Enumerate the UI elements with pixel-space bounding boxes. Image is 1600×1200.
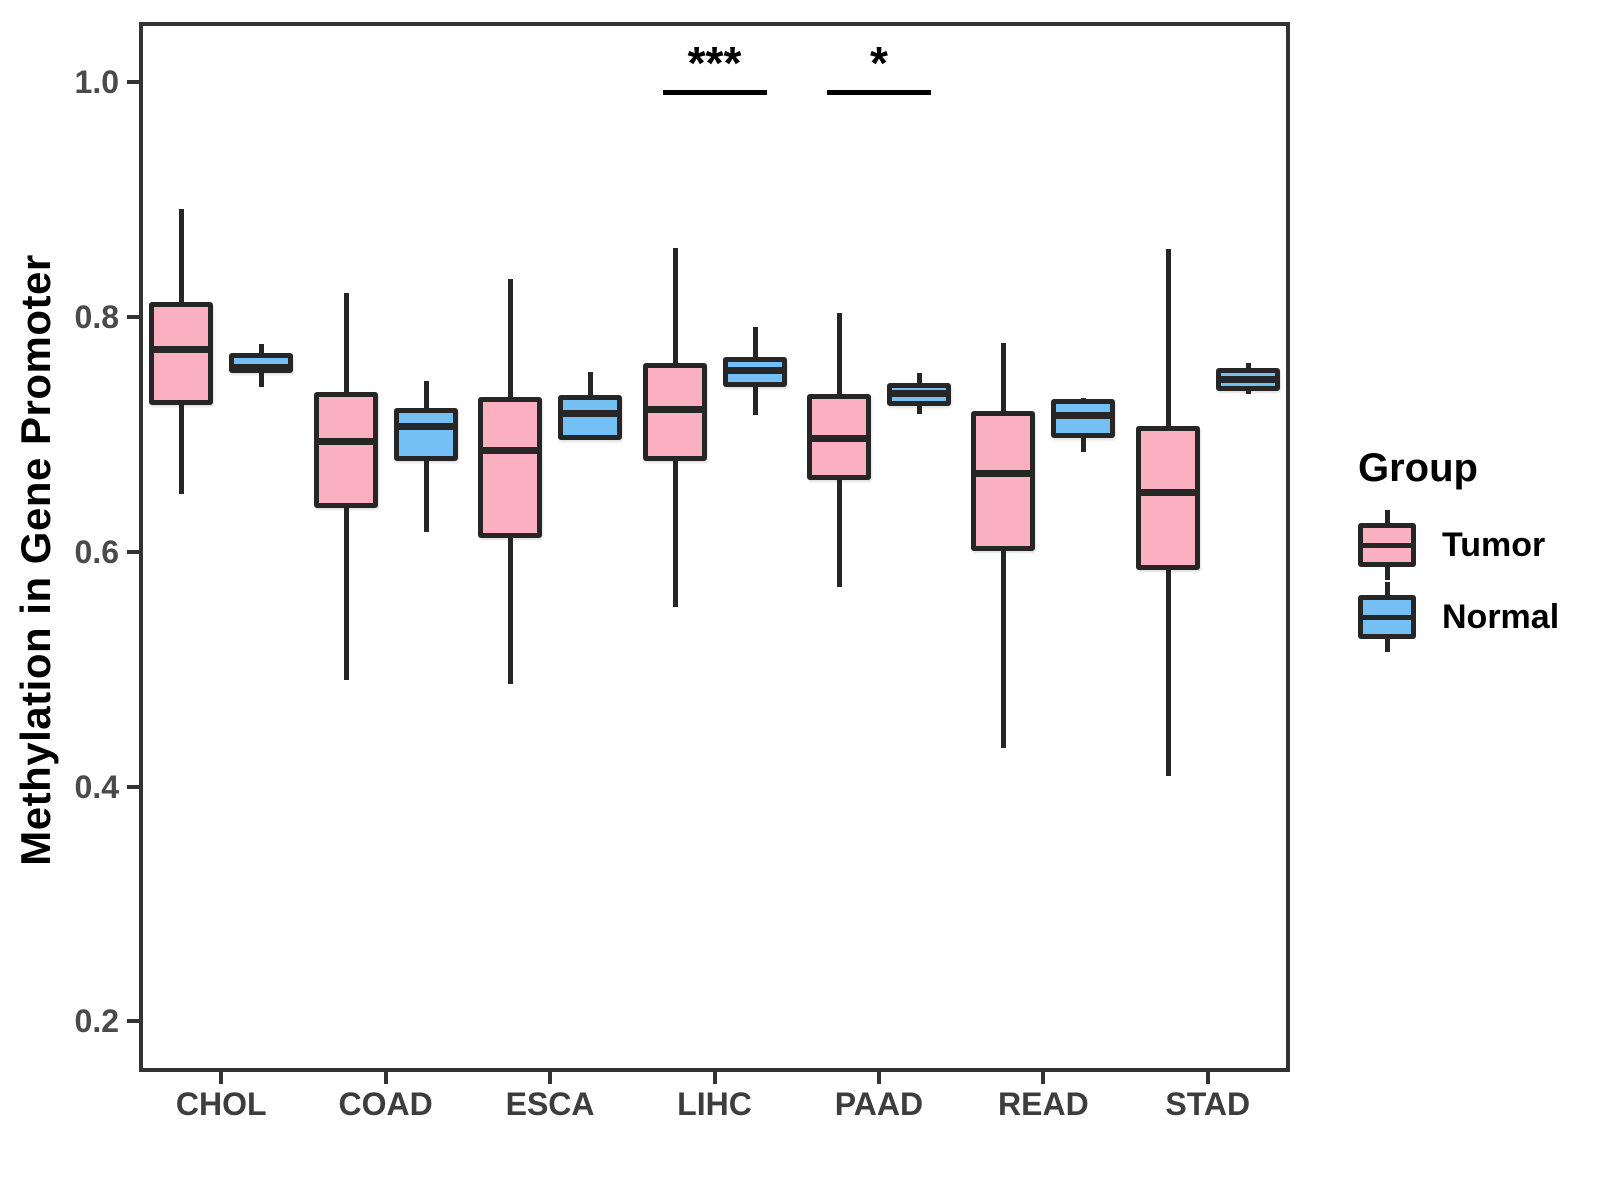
median-tumor-ESCA (478, 447, 543, 455)
box-tumor-STAD (1135, 426, 1200, 571)
normal-boxplot-key-icon (1358, 582, 1416, 652)
y-tick-label: 1.0 (74, 63, 119, 100)
x-axis-label-PAAD: PAAD (834, 1086, 924, 1122)
y-tick-mark (127, 314, 139, 319)
median-tumor-STAD (1135, 489, 1200, 497)
median-normal-PAAD (886, 389, 951, 397)
box-normal-ESCA (558, 395, 623, 441)
median-normal-COAD (393, 422, 458, 430)
y-tick-label: 0.4 (74, 768, 119, 805)
box-tumor-READ (971, 410, 1036, 551)
y-tick-mark (127, 79, 139, 84)
x-axis-label-STAD: STAD (1165, 1086, 1251, 1122)
significance-label-LIHC: *** (687, 37, 742, 90)
y-tick-mark (127, 784, 139, 789)
x-axis-label-CHOL: CHOL (175, 1086, 267, 1122)
x-tick-mark (219, 1072, 224, 1084)
x-tick-mark (1205, 1072, 1210, 1084)
median-tumor-LIHC (642, 406, 707, 414)
median-tumor-CHOL (149, 346, 214, 354)
median-tumor-COAD (313, 437, 378, 445)
x-axis-label-ESCA: ESCA (505, 1086, 595, 1122)
legend-label-normal: Normal (1442, 597, 1560, 636)
median-normal-LIHC (722, 367, 787, 375)
median-normal-READ (1051, 411, 1116, 419)
legend: Group Tumor Normal (1358, 446, 1559, 653)
x-tick-mark (383, 1072, 388, 1084)
y-tick-label: 0.6 (74, 533, 119, 570)
box-tumor-COAD (313, 391, 378, 509)
box-normal-COAD (393, 408, 458, 462)
x-tick-mark (712, 1072, 717, 1084)
box-tumor-ESCA (478, 396, 543, 538)
median-tumor-PAAD (806, 435, 871, 443)
y-tick-label: 0.8 (74, 298, 119, 335)
legend-item-normal: Normal (1358, 581, 1559, 653)
legend-label-tumor: Tumor (1442, 525, 1546, 564)
y-tick-mark (127, 1019, 139, 1024)
legend-title: Group (1358, 446, 1478, 490)
y-tick-mark (127, 549, 139, 554)
significance-bar-PAAD (826, 90, 931, 96)
median-tumor-READ (971, 469, 1036, 477)
plot-panel (139, 22, 1290, 1072)
y-tick-label: 0.2 (74, 1003, 119, 1040)
x-axis-label-COAD: COAD (338, 1086, 433, 1122)
box-tumor-CHOL (149, 301, 214, 405)
x-tick-mark (1041, 1072, 1046, 1084)
x-axis-label-LIHC: LIHC (677, 1086, 752, 1122)
significance-bar-LIHC (662, 90, 767, 96)
x-axis-label-READ: READ (998, 1086, 1089, 1122)
significance-label-PAAD: * (869, 37, 888, 90)
x-tick-mark (548, 1072, 553, 1084)
legend-item-tumor: Tumor (1358, 509, 1559, 581)
tumor-boxplot-key-icon (1358, 510, 1416, 580)
median-normal-ESCA (558, 409, 623, 417)
median-normal-STAD (1215, 375, 1280, 383)
median-normal-CHOL (229, 363, 294, 371)
x-tick-mark (876, 1072, 881, 1084)
